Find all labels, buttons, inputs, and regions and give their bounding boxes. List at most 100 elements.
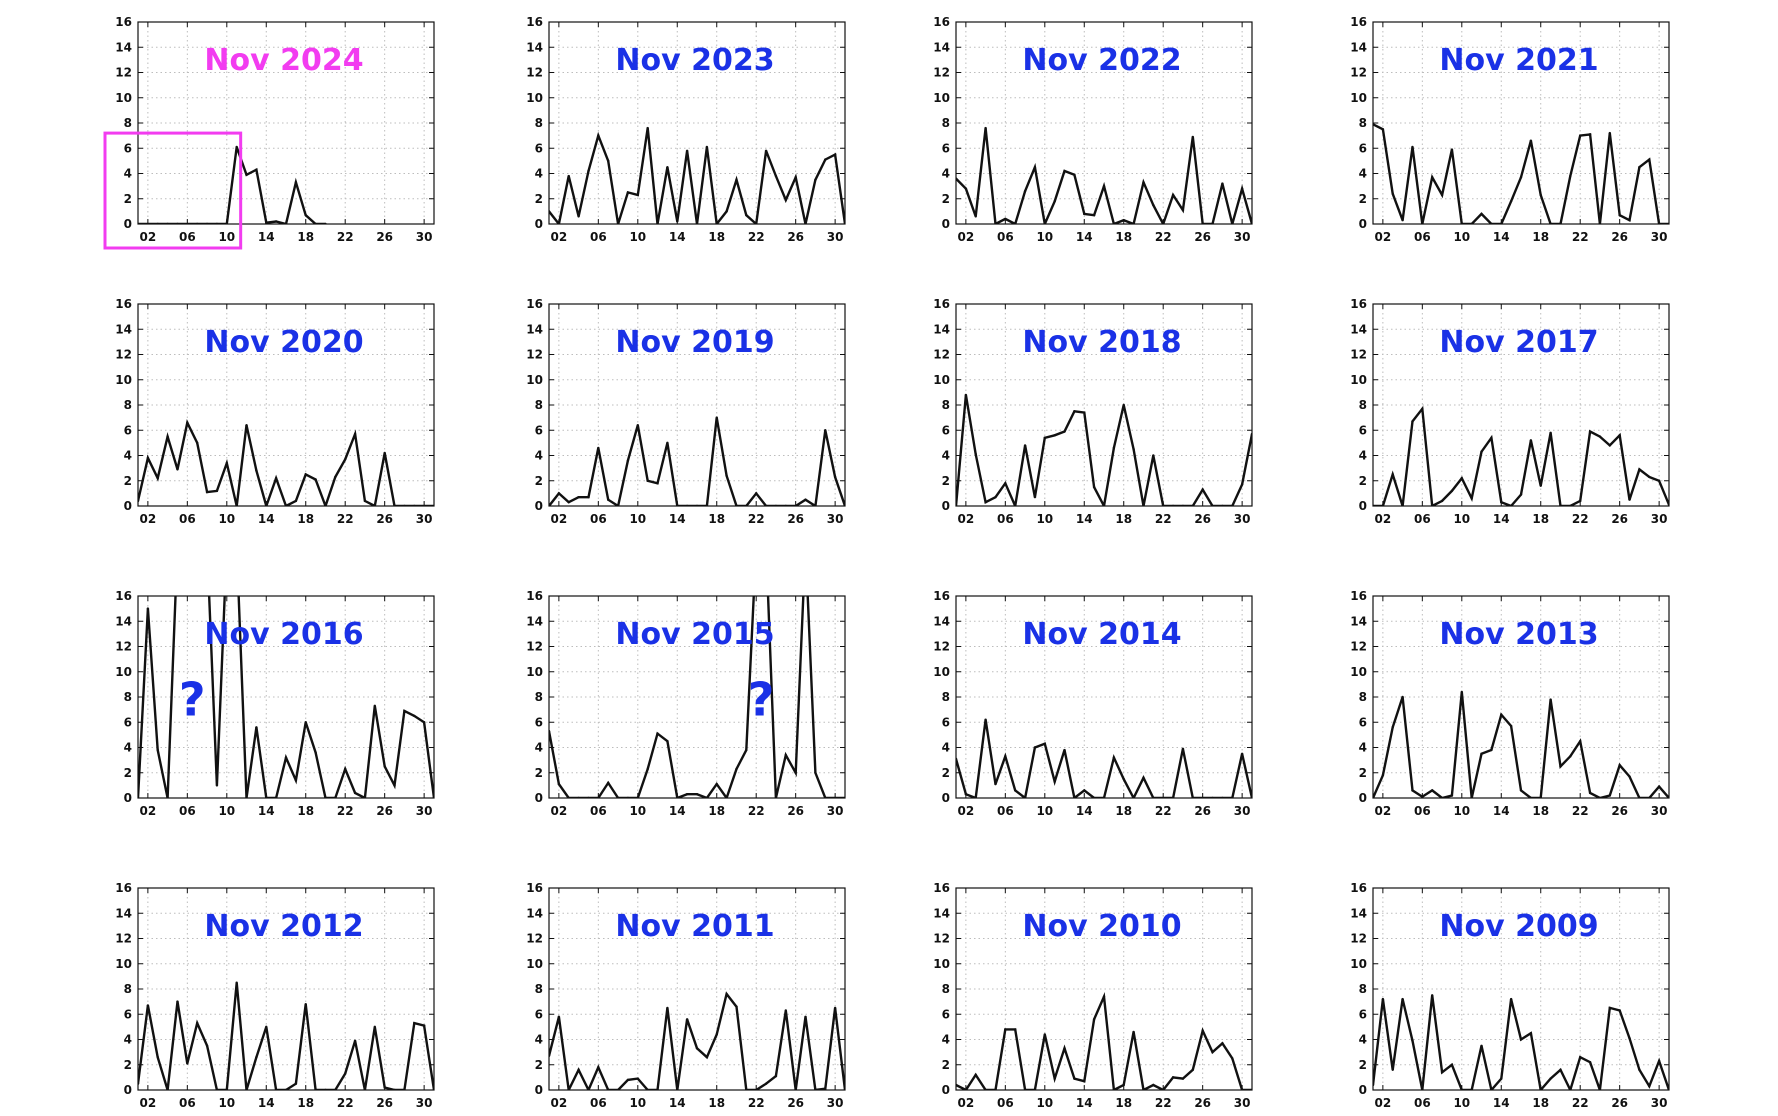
- y-tick-label: 2: [1359, 766, 1367, 780]
- x-tick-label: 10: [629, 512, 646, 526]
- y-tick-label: 16: [115, 589, 132, 603]
- data-point: [1221, 504, 1224, 506]
- y-tick-label: 8: [124, 116, 132, 130]
- y-tick-label: 2: [124, 474, 132, 488]
- data-point: [1569, 1088, 1572, 1090]
- data-point: [413, 504, 416, 506]
- data-point: [324, 504, 327, 506]
- x-tick-label: 02: [1375, 1096, 1392, 1110]
- data-point: [1391, 473, 1394, 476]
- x-tick-label: 02: [140, 804, 157, 818]
- data-point: [1401, 219, 1404, 222]
- x-tick-label: 14: [1076, 1096, 1093, 1110]
- y-tick-label: 14: [115, 322, 132, 336]
- data-point: [403, 709, 406, 713]
- data-point: [1618, 763, 1621, 767]
- data-point: [1373, 504, 1375, 506]
- data-point: [1073, 1077, 1076, 1080]
- x-tick-label: 14: [1076, 512, 1093, 526]
- y-tick-label: 6: [124, 715, 132, 729]
- data-point: [745, 748, 748, 752]
- x-tick-label: 26: [1194, 1096, 1211, 1110]
- data-point: [294, 499, 298, 503]
- data-point: [1470, 497, 1473, 500]
- y-tick-label: 8: [535, 982, 543, 996]
- data-point: [557, 222, 561, 224]
- data-point: [725, 992, 728, 996]
- x-tick-label: 10: [1036, 1096, 1053, 1110]
- data-point: [616, 222, 620, 224]
- data-point: [1201, 796, 1204, 798]
- data-point: [636, 424, 639, 427]
- data-point: [1618, 213, 1621, 217]
- data-point: [146, 222, 150, 224]
- y-tick-label: 8: [535, 398, 543, 412]
- data-point: [1460, 690, 1464, 694]
- data-point: [1191, 504, 1194, 506]
- y-tick-label: 8: [535, 690, 543, 704]
- chart-title: Nov 2017: [1439, 325, 1598, 360]
- data-point: [1667, 222, 1669, 224]
- data-point: [304, 1002, 307, 1006]
- x-tick-label: 14: [1493, 230, 1510, 244]
- x-tick-label: 30: [1234, 230, 1251, 244]
- data-point: [1231, 1057, 1234, 1060]
- x-tick-label: 02: [551, 804, 568, 818]
- data-point: [166, 796, 169, 798]
- data-point: [705, 504, 709, 506]
- data-point: [1579, 1055, 1582, 1059]
- data-point: [1450, 148, 1454, 151]
- data-point: [715, 1033, 718, 1036]
- data-point: [1401, 695, 1404, 699]
- data-point: [1073, 410, 1076, 413]
- data-point: [215, 784, 219, 787]
- y-tick-label: 0: [535, 217, 543, 231]
- data-point: [1211, 796, 1214, 798]
- y-tick-label: 0: [942, 217, 950, 231]
- data-point: [196, 222, 199, 224]
- y-tick-label: 10: [526, 373, 543, 387]
- data-point: [432, 796, 434, 798]
- x-tick-label: 06: [1414, 1096, 1431, 1110]
- x-tick-label: 18: [1115, 804, 1132, 818]
- data-point: [156, 477, 159, 480]
- chart-title: Nov 2012: [204, 909, 363, 944]
- data-point: [745, 504, 748, 506]
- chart-title: Nov 2018: [1022, 325, 1181, 360]
- data-point: [1411, 145, 1414, 149]
- y-tick-label: 0: [1359, 217, 1367, 231]
- data-point: [1549, 431, 1552, 434]
- data-point: [1500, 713, 1503, 716]
- series-line: [138, 419, 434, 506]
- data-point: [1431, 994, 1434, 997]
- x-tick-label: 30: [1234, 512, 1251, 526]
- data-point: [1618, 434, 1621, 437]
- chart-title: Nov 2021: [1439, 43, 1598, 78]
- chart-title: Nov 2010: [1022, 909, 1181, 944]
- data-point: [363, 1088, 367, 1090]
- x-tick-label: 02: [958, 804, 975, 818]
- data-point: [1221, 182, 1224, 185]
- data-point: [833, 475, 837, 479]
- data-point: [245, 173, 248, 176]
- data-point: [784, 504, 787, 506]
- x-tick-label: 10: [1453, 230, 1470, 244]
- chart-title: Nov 2013: [1439, 617, 1598, 652]
- x-tick-label: 14: [1076, 230, 1093, 244]
- x-tick-label: 10: [629, 1096, 646, 1110]
- data-point: [1509, 504, 1513, 506]
- data-point: [1490, 436, 1493, 440]
- data-point: [304, 213, 307, 217]
- x-tick-label: 30: [1651, 1096, 1668, 1110]
- data-point: [176, 468, 179, 471]
- data-point: [1250, 1088, 1252, 1090]
- data-point: [1221, 1042, 1224, 1045]
- data-point: [1231, 222, 1234, 224]
- data-point: [255, 1055, 258, 1059]
- x-tick-label: 18: [297, 804, 314, 818]
- y-tick-label: 4: [942, 741, 950, 755]
